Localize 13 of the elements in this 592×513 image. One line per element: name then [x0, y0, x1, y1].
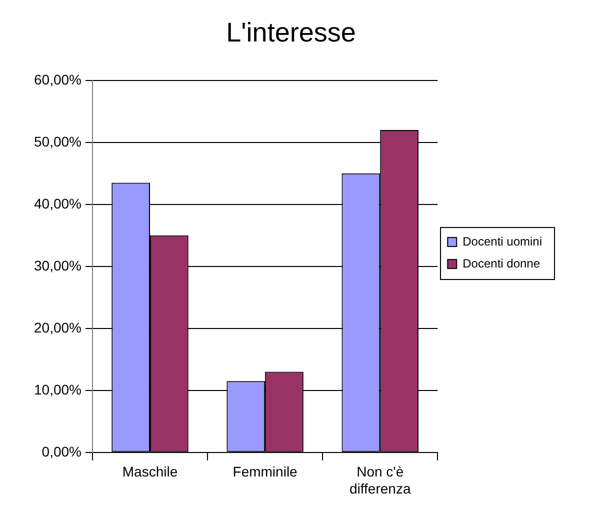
y-tick-label: 60,00% [34, 71, 82, 88]
y-tick-label: 50,00% [34, 133, 82, 150]
legend-label: Docenti uomini [462, 234, 542, 248]
chart-title: L'interesse [226, 18, 356, 48]
x-tick-label: Femminile [232, 464, 298, 480]
x-tick-label: Maschile [122, 464, 178, 480]
y-tick-label: 40,00% [34, 195, 82, 212]
y-tick-label: 30,00% [34, 257, 82, 274]
x-tick-label: Non c'è differenza [349, 464, 411, 496]
legend-label: Docenti donne [462, 256, 540, 270]
y-tick-label: 0,00% [42, 443, 82, 460]
y-tick-label: 10,00% [34, 381, 82, 398]
y-tick-label: 20,00% [34, 319, 82, 336]
